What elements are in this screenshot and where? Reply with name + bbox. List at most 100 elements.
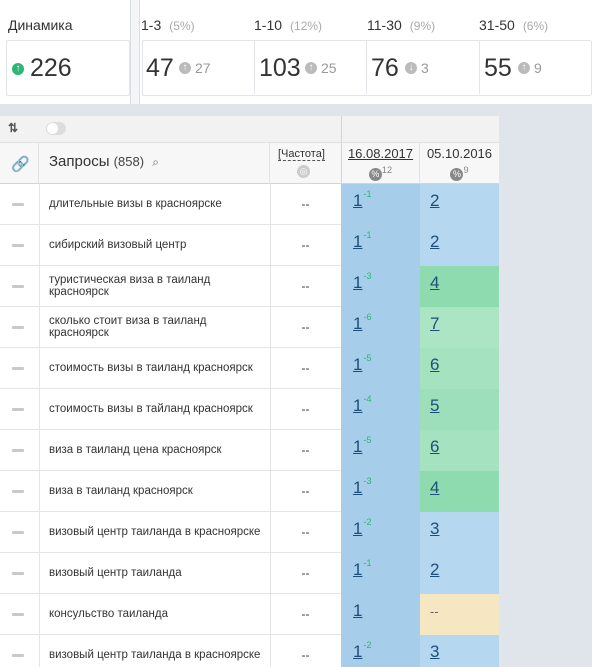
position-cell-2[interactable]: 4 [420, 471, 499, 512]
position-cell-2[interactable]: 6 [420, 348, 499, 389]
header-query-col[interactable]: Запросы (858) ⌕ [39, 143, 270, 184]
position-link[interactable]: 1 [353, 601, 363, 620]
freq-label[interactable]: [Частота] [278, 148, 325, 161]
date-label[interactable]: 05.10.2016 [426, 146, 493, 161]
position-cell-2[interactable]: 4 [420, 266, 499, 307]
position-link[interactable]: 5 [430, 396, 440, 415]
query-cell: визовый центр таиланда в красноярске [39, 635, 271, 667]
link-icon[interactable]: 🔗 [11, 156, 30, 173]
date-label[interactable]: 16.08.2017 [347, 146, 414, 161]
row-link-cell[interactable] [0, 471, 40, 511]
position-link[interactable]: -- [430, 604, 439, 619]
header-date-2[interactable]: 05.10.2016 % 9 [420, 143, 499, 184]
globe-icon[interactable]: ◎ [297, 165, 310, 178]
position-link[interactable]: 1-2 [353, 640, 372, 661]
date-sub: % 9 [420, 165, 499, 182]
position-cell-1[interactable]: 1-5 [341, 430, 420, 471]
query-text: стоимость визы в таиланд красноярск [49, 362, 253, 374]
group-label-11-30[interactable]: 11-30 (9%) [367, 17, 436, 33]
position-link[interactable]: 1-3 [353, 476, 372, 497]
freq-cell: -- [301, 238, 310, 252]
table-row[interactable]: сколько стоит виза в таиланд красноярск -… [0, 307, 499, 348]
position-link[interactable]: 2 [430, 560, 440, 579]
position-cell-1[interactable]: 1-1 [341, 225, 420, 266]
header-freq-col[interactable]: [Частота] ◎ [270, 143, 341, 184]
row-link-cell[interactable] [0, 348, 40, 388]
table-row[interactable]: визовый центр таиланда в красноярске -- 1-… [0, 512, 499, 553]
row-link-cell[interactable] [0, 389, 40, 429]
position-cell-1[interactable]: 1-4 [341, 389, 420, 430]
position-link[interactable]: 1-5 [353, 435, 372, 456]
row-link-cell[interactable] [0, 430, 40, 470]
position-link[interactable]: 1-4 [353, 394, 372, 415]
position-link[interactable]: 6 [430, 437, 440, 456]
search-icon[interactable]: ⌕ [152, 155, 159, 169]
position-cell-2[interactable]: 7 [420, 307, 499, 348]
query-cell: виза в таиланд цена красноярск [39, 430, 271, 470]
group-label-1-10[interactable]: 1-10 (12%) [254, 17, 323, 33]
position-link[interactable]: 1-3 [353, 271, 372, 292]
table-row[interactable]: длительные визы в красноярске -- 1-1 2 [0, 184, 499, 225]
table-row[interactable]: визовый центр таиланда в красноярске -- 1-… [0, 635, 499, 667]
sort-icon[interactable]: ⇅ [8, 121, 19, 135]
row-link-cell[interactable] [0, 594, 40, 634]
position-cell-1[interactable]: 1-3 [341, 266, 420, 307]
table-row[interactable]: туристическая виза в таиланд красноярск -… [0, 266, 499, 307]
position-cell-2[interactable]: 3 [420, 635, 499, 667]
position-cell-1[interactable]: 1-6 [341, 307, 420, 348]
group-value-1-3: 47 [146, 54, 174, 82]
divider [254, 40, 255, 94]
position-cell-2[interactable]: 2 [420, 184, 499, 225]
row-link-cell[interactable] [0, 553, 40, 593]
group-label-1-3[interactable]: 1-3 (5%) [141, 17, 195, 33]
position-cell-2[interactable]: 2 [420, 553, 499, 594]
table-row[interactable]: виза в таиланд цена красноярск -- 1-5 6 [0, 430, 499, 471]
position-cell-2[interactable]: 2 [420, 225, 499, 266]
row-link-cell[interactable] [0, 307, 40, 347]
position-cell-2[interactable]: -- [420, 594, 499, 635]
toggle-switch[interactable] [46, 122, 66, 135]
position-cell-1[interactable]: 1-2 [341, 512, 420, 553]
position-link[interactable]: 1-1 [353, 230, 372, 251]
table-row[interactable]: консульство таиланда -- 1 -- [0, 594, 499, 635]
row-link-cell[interactable] [0, 184, 40, 224]
position-link[interactable]: 4 [430, 478, 440, 497]
position-link[interactable]: 1-2 [353, 517, 372, 538]
position-link[interactable]: 7 [430, 314, 440, 333]
position-link[interactable]: 1-1 [353, 558, 372, 579]
table-row[interactable]: стоимость визы в тайланд красноярск -- 1-4… [0, 389, 499, 430]
row-link-cell[interactable] [0, 225, 40, 265]
position-cell-2[interactable]: 6 [420, 430, 499, 471]
position-link[interactable]: 3 [430, 519, 440, 538]
table-row[interactable]: стоимость визы в таиланд красноярск -- 1-5… [0, 348, 499, 389]
table-row[interactable]: визовый центр таиланда -- 1-1 2 [0, 553, 499, 594]
position-link[interactable]: 1-6 [353, 312, 372, 333]
position-link[interactable]: 1-1 [353, 189, 372, 210]
position-cell-1[interactable]: 1-2 [341, 635, 420, 667]
group-label-31-50[interactable]: 31-50 (6%) [479, 17, 549, 33]
position-link[interactable]: 4 [430, 273, 440, 292]
position-link[interactable]: 2 [430, 191, 440, 210]
position-link[interactable]: 3 [430, 642, 440, 661]
table-row[interactable]: виза в таиланд красноярск -- 1-3 4 [0, 471, 499, 512]
position-link[interactable]: 1-5 [353, 353, 372, 374]
row-link-cell[interactable] [0, 266, 40, 306]
row-link-cell[interactable] [0, 512, 40, 552]
position-cell-1[interactable]: 1-5 [341, 348, 420, 389]
position-cell-2[interactable]: 5 [420, 389, 499, 430]
position-cell-1[interactable]: 1-1 [341, 184, 420, 225]
position-link[interactable]: 6 [430, 355, 440, 374]
header-date-1[interactable]: 16.08.2017 % 12 [341, 143, 420, 184]
position-cell-1[interactable]: 1 [341, 594, 420, 635]
position-cell-1[interactable]: 1-3 [341, 471, 420, 512]
freq-cell: -- [301, 484, 310, 498]
position-cell-2[interactable]: 3 [420, 512, 499, 553]
dash-icon [12, 654, 24, 657]
query-text: сколько стоит виза в таиланд красноярск [49, 315, 207, 339]
position-cell-1[interactable]: 1-1 [341, 553, 420, 594]
position-link[interactable]: 2 [430, 232, 440, 251]
row-link-cell[interactable] [0, 635, 40, 667]
query-text: стоимость визы в тайланд красноярск [49, 403, 253, 415]
query-cell: стоимость визы в таиланд красноярск [39, 348, 271, 388]
table-row[interactable]: сибирский визовый центр -- 1-1 2 [0, 225, 499, 266]
